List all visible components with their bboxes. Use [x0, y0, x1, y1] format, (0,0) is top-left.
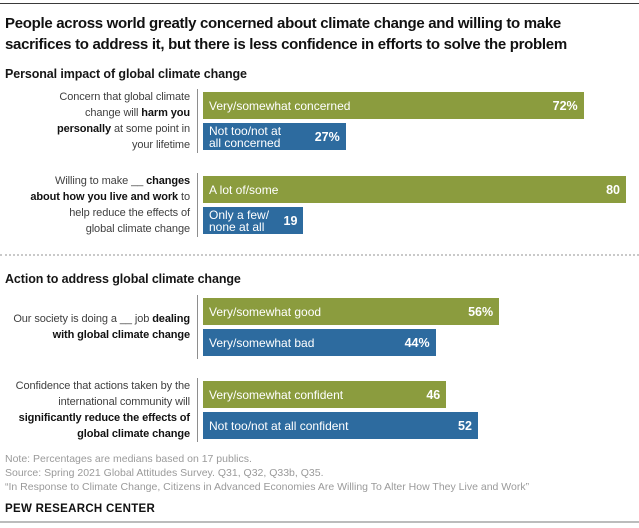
question-label-bold: harm you personally [56, 107, 190, 135]
bar-category-label: Only a few/ none at all [209, 207, 270, 234]
question-label-text: to help reduce the effects of global cli… [69, 191, 190, 235]
bar-value-label: 27% [314, 129, 340, 144]
bar-value-label: 19 [283, 213, 298, 228]
bar-very-somewhat-confident: Very/somewhat confident 46 [203, 381, 447, 408]
chart-group-willing-changes: Willing to make __ changes about how you… [0, 173, 639, 237]
bar-a-lot-of-some: A lot of/some 80 [203, 176, 626, 203]
bar-category-label: Very/somewhat concerned [209, 98, 351, 113]
question-label-text: Concern that global climate change will [59, 91, 190, 119]
note-line: Note: Percentages are medians based on 1… [5, 453, 252, 465]
question-label-text: Confidence that actions taken by the int… [15, 380, 190, 408]
dotted-section-divider [0, 254, 639, 256]
bar-category-label: A lot of/some [209, 182, 279, 197]
bar-area: A lot of/some 80 Only a few/ none at all… [197, 173, 626, 237]
bar-very-somewhat-concerned: Very/somewhat concerned 72% [203, 92, 584, 119]
bar-category-label: Very/somewhat good [209, 304, 322, 319]
section-header-action: Action to address global climate change [5, 272, 241, 286]
question-label: Concern that global climate change will … [0, 89, 197, 153]
footnotes: Note: Percentages are medians based on 1… [5, 452, 634, 494]
bar-category-label: Not too/not at all confident [209, 418, 349, 433]
report-title-line: “In Response to Climate Change, Citizens… [5, 481, 530, 493]
chart-group-personal-harm: Concern that global climate change will … [0, 89, 639, 153]
bottom-divider-rule [0, 521, 639, 523]
bar-value-label: 80 [606, 182, 620, 197]
question-label-bold: significantly reduce the effects of glob… [18, 412, 190, 440]
question-label: Confidence that actions taken by the int… [0, 378, 197, 442]
bar-value-label: 44% [404, 335, 430, 350]
question-label-text: at some point in your lifetime [113, 123, 190, 151]
bar-category-label: Very/somewhat bad [209, 335, 315, 350]
question-label-bold: changes about how you live and work [30, 175, 190, 203]
question-label-bold: dealing with global climate change [52, 313, 190, 341]
page-title: People across world greatly concerned ab… [5, 15, 567, 53]
bar-value-label: 72% [552, 98, 578, 113]
source-line: Source: Spring 2021 Global Attitudes Sur… [5, 467, 324, 479]
bar-not-confident: Not too/not at all confident 52 [203, 412, 478, 439]
bar-category-label: Not too/not at all concerned [209, 123, 282, 150]
bar-value-label: 52 [458, 418, 472, 433]
bar-area: Very/somewhat concerned 72% Not too/not … [197, 89, 626, 153]
bar-area: Very/somewhat good 56% Very/somewhat bad… [197, 295, 626, 359]
question-label: Our society is doing a __ job dealing wi… [0, 311, 197, 343]
bar-not-concerned: Not too/not at all concerned 27% [203, 123, 346, 150]
bar-only-few-none: Only a few/ none at all 19 [203, 207, 304, 234]
question-label: Willing to make __ changes about how you… [0, 173, 197, 237]
bar-area: Very/somewhat confident 46 Not too/not a… [197, 378, 626, 442]
bar-very-somewhat-good: Very/somewhat good 56% [203, 298, 500, 325]
chart-group-international-confidence: Confidence that actions taken by the int… [0, 378, 639, 442]
chart-group-society-job: Our society is doing a __ job dealing wi… [0, 295, 639, 359]
bar-value-label: 56% [468, 304, 494, 319]
bar-category-label: Very/somewhat confident [209, 387, 344, 402]
pew-research-center-wordmark: PEW RESEARCH CENTER [5, 503, 156, 515]
question-label-text: Willing to make __ [55, 175, 147, 187]
bar-value-label: 46 [426, 387, 441, 402]
question-label-text: Our society is doing a __ job [13, 313, 153, 325]
top-divider-rule [0, 3, 639, 4]
section-header-personal-impact: Personal impact of global climate change [5, 67, 247, 81]
bar-very-somewhat-bad: Very/somewhat bad 44% [203, 329, 436, 356]
